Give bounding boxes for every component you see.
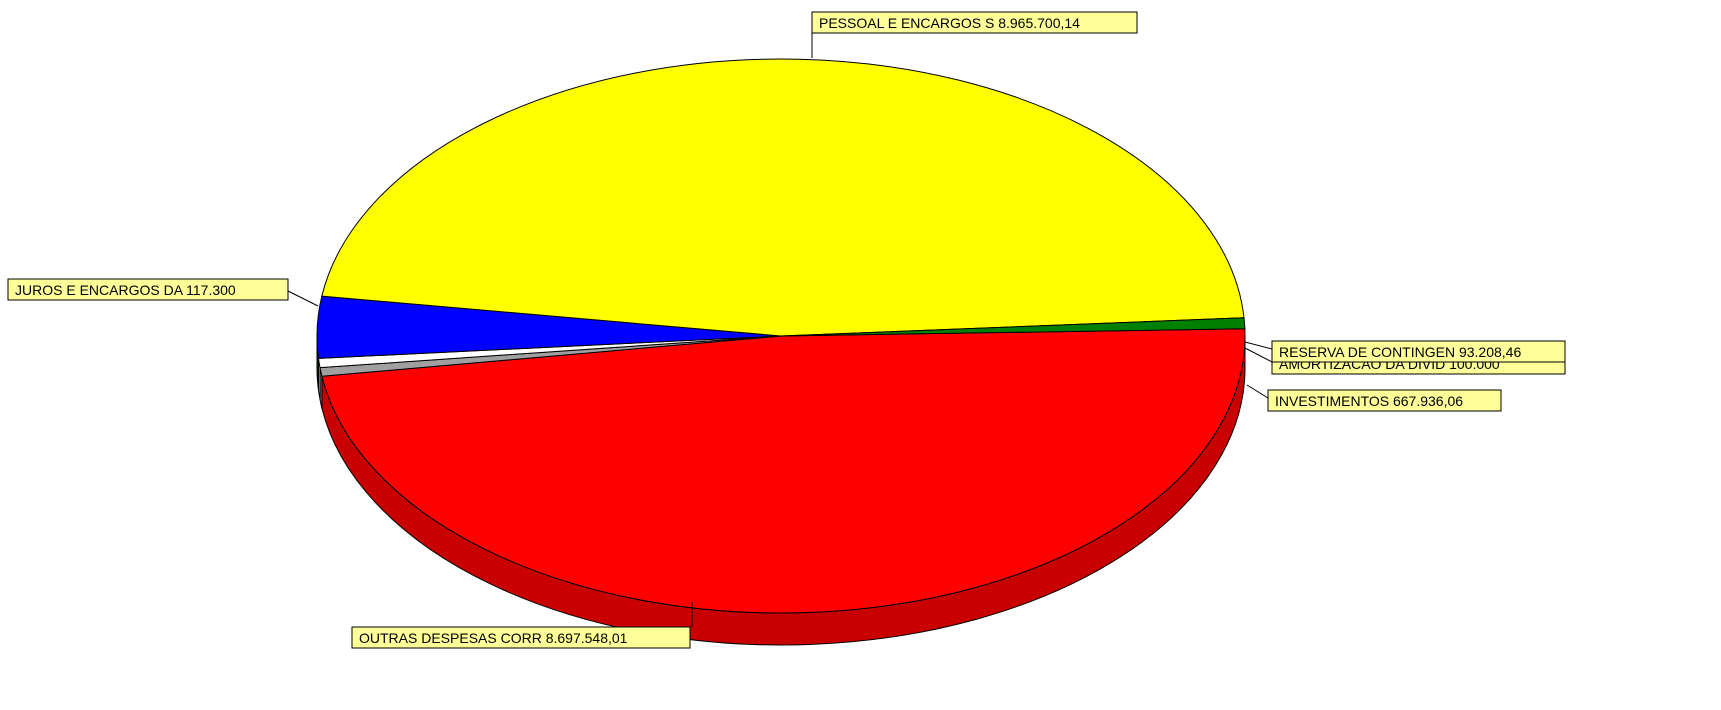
slice-label-3: INVESTIMENTOS 667.936,06: [1275, 393, 1463, 409]
slice-label-box-5: [7, 278, 289, 301]
leader-line-1: [1244, 341, 1273, 350]
leader-line-5: [287, 290, 319, 307]
pie-slices: [316, 58, 1246, 614]
slice-label-5: JUROS E ENCARGOS DA 117.300: [15, 282, 236, 298]
pie-slice-4: [321, 58, 1245, 337]
pie-slice-0: [321, 328, 1246, 614]
slice-label-1: RESERVA DE CONTINGEN 93.208,46: [1279, 344, 1521, 360]
slice-label-0: PESSOAL E ENCARGOS S 8.965.700,14: [819, 15, 1080, 31]
slice-label-box-3: [1267, 389, 1502, 412]
slice-label-4: OUTRAS DESPESAS CORR 8.697.548,01: [359, 630, 628, 646]
leader-line-3: [1246, 384, 1269, 399]
pie-slice-5: [780, 317, 1246, 337]
slice-label-box-0: [811, 11, 1138, 34]
leader-line-2: [1244, 347, 1273, 363]
slice-label-box-4: [351, 626, 691, 649]
slice-label-box-1: [1271, 340, 1566, 363]
